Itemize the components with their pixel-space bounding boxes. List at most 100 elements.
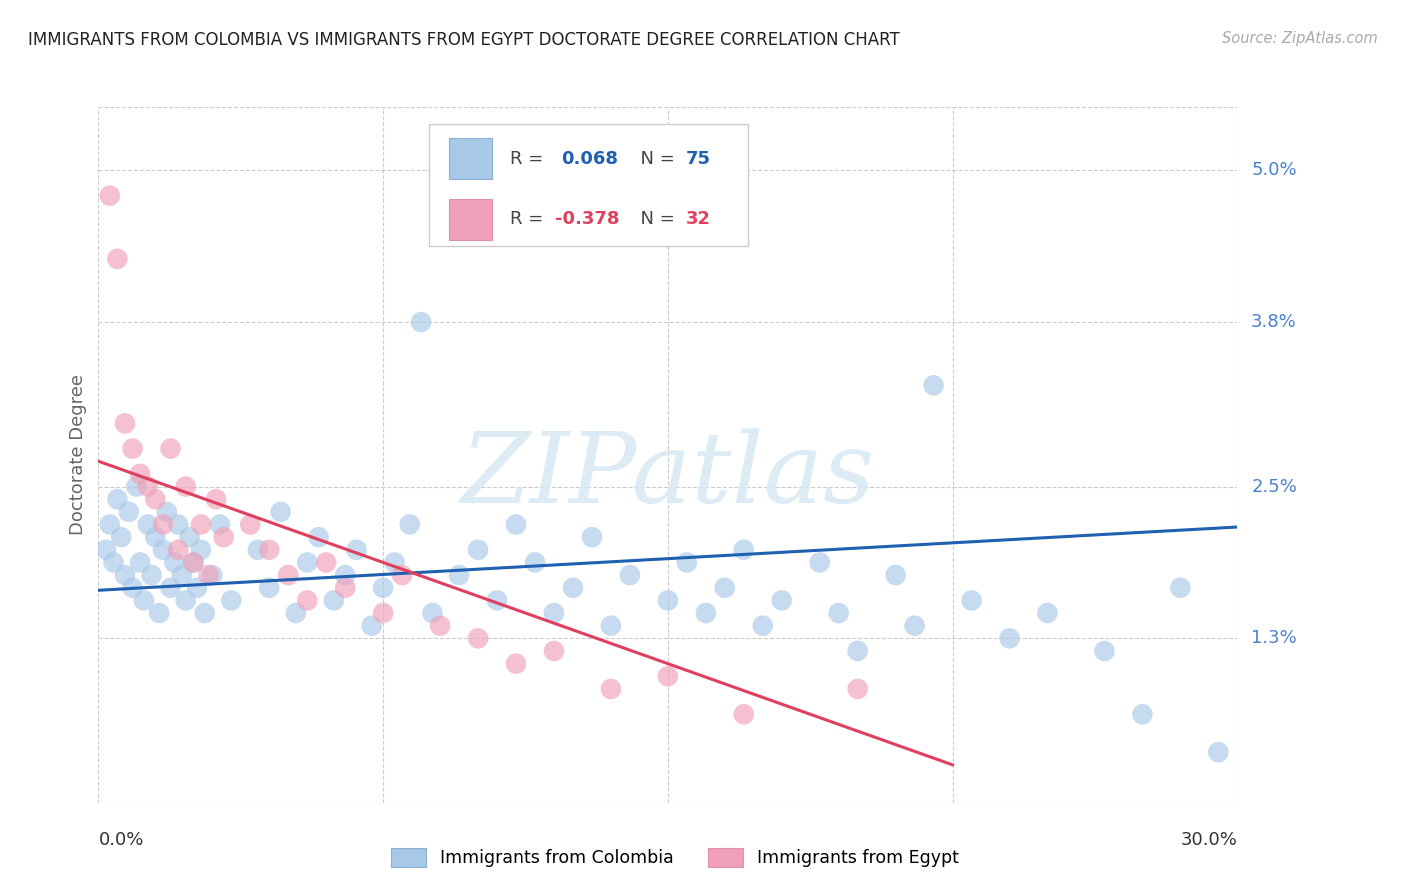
- Text: N =: N =: [628, 150, 681, 168]
- Point: [125, 479, 148, 493]
- Y-axis label: Doctorate Degree: Doctorate Degree: [69, 375, 87, 535]
- Point: [657, 669, 679, 683]
- Text: Source: ZipAtlas.com: Source: ZipAtlas.com: [1222, 31, 1378, 46]
- Point: [1132, 707, 1154, 722]
- Point: [391, 568, 413, 582]
- FancyBboxPatch shape: [429, 124, 748, 246]
- Point: [190, 517, 212, 532]
- Point: [308, 530, 330, 544]
- Point: [543, 644, 565, 658]
- Text: 0.068: 0.068: [561, 150, 617, 168]
- Point: [1094, 644, 1116, 658]
- Point: [136, 517, 159, 532]
- Point: [543, 606, 565, 620]
- Point: [1208, 745, 1230, 759]
- Point: [136, 479, 159, 493]
- Point: [170, 568, 193, 582]
- Point: [107, 492, 129, 507]
- Point: [197, 568, 219, 582]
- Point: [714, 581, 737, 595]
- Point: [132, 593, 155, 607]
- Point: [107, 252, 129, 266]
- Point: [183, 556, 205, 570]
- Text: 75: 75: [686, 150, 711, 168]
- Point: [156, 505, 179, 519]
- Point: [114, 568, 136, 582]
- Text: ZIPatlas: ZIPatlas: [461, 428, 875, 524]
- Text: R =: R =: [509, 150, 554, 168]
- Point: [239, 517, 262, 532]
- Point: [205, 492, 228, 507]
- Point: [467, 542, 489, 557]
- Point: [297, 593, 319, 607]
- Point: [129, 556, 152, 570]
- Point: [98, 188, 121, 202]
- Point: [179, 530, 201, 544]
- Point: [695, 606, 717, 620]
- Point: [259, 581, 281, 595]
- Point: [145, 530, 167, 544]
- Point: [1036, 606, 1059, 620]
- Point: [221, 593, 243, 607]
- Point: [114, 417, 136, 431]
- Point: [360, 618, 382, 632]
- Point: [277, 568, 299, 582]
- Point: [190, 542, 212, 557]
- Point: [129, 467, 152, 481]
- Point: [846, 681, 869, 696]
- Text: -0.378: -0.378: [555, 211, 620, 228]
- Text: 1.3%: 1.3%: [1251, 630, 1296, 648]
- Point: [770, 593, 793, 607]
- Text: N =: N =: [628, 211, 681, 228]
- Point: [174, 479, 197, 493]
- Point: [429, 618, 451, 632]
- Point: [398, 517, 420, 532]
- Point: [297, 556, 319, 570]
- Point: [922, 378, 945, 392]
- FancyBboxPatch shape: [449, 199, 492, 240]
- Point: [619, 568, 641, 582]
- Point: [600, 618, 623, 632]
- Point: [148, 606, 170, 620]
- Legend: Immigrants from Colombia, Immigrants from Egypt: Immigrants from Colombia, Immigrants fro…: [384, 841, 966, 874]
- Point: [346, 542, 368, 557]
- Point: [505, 517, 527, 532]
- Text: 2.5%: 2.5%: [1251, 477, 1298, 496]
- Point: [152, 517, 174, 532]
- Text: IMMIGRANTS FROM COLOMBIA VS IMMIGRANTS FROM EGYPT DOCTORATE DEGREE CORRELATION C: IMMIGRANTS FROM COLOMBIA VS IMMIGRANTS F…: [28, 31, 900, 49]
- Point: [152, 542, 174, 557]
- Point: [98, 517, 121, 532]
- Point: [121, 442, 143, 456]
- Point: [505, 657, 527, 671]
- Point: [422, 606, 444, 620]
- Text: 0.0%: 0.0%: [98, 830, 143, 848]
- Point: [808, 556, 831, 570]
- Text: R =: R =: [509, 211, 548, 228]
- Point: [145, 492, 167, 507]
- Point: [562, 581, 585, 595]
- Point: [208, 517, 231, 532]
- Point: [322, 593, 344, 607]
- Point: [371, 606, 394, 620]
- Point: [524, 556, 547, 570]
- Text: 30.0%: 30.0%: [1181, 830, 1237, 848]
- Point: [846, 644, 869, 658]
- Point: [335, 581, 357, 595]
- Point: [270, 505, 292, 519]
- Point: [194, 606, 217, 620]
- Point: [960, 593, 983, 607]
- Point: [486, 593, 509, 607]
- Point: [141, 568, 163, 582]
- Point: [103, 556, 125, 570]
- Point: [600, 681, 623, 696]
- Point: [212, 530, 235, 544]
- Text: 32: 32: [686, 211, 711, 228]
- Point: [174, 593, 197, 607]
- Point: [884, 568, 907, 582]
- Point: [315, 556, 337, 570]
- Point: [186, 581, 208, 595]
- Point: [159, 442, 181, 456]
- Point: [411, 315, 433, 329]
- Text: 5.0%: 5.0%: [1251, 161, 1296, 179]
- Text: 3.8%: 3.8%: [1251, 313, 1296, 331]
